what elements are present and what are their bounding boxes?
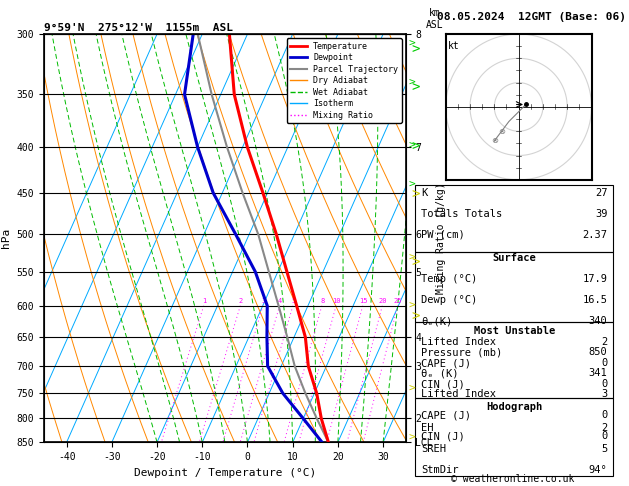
Text: 15: 15 xyxy=(359,298,367,304)
Text: Surface: Surface xyxy=(493,253,536,263)
Text: 08.05.2024  12GMT (Base: 06): 08.05.2024 12GMT (Base: 06) xyxy=(437,12,626,22)
Text: 2: 2 xyxy=(601,337,608,347)
Text: Dewp (°C): Dewp (°C) xyxy=(421,295,477,305)
Text: >: > xyxy=(411,309,420,323)
Text: PW (cm): PW (cm) xyxy=(421,229,465,240)
Text: ⊗: ⊗ xyxy=(498,127,505,136)
Text: 3: 3 xyxy=(601,389,608,399)
Text: 9°59'N  275°12'W  1155m  ASL: 9°59'N 275°12'W 1155m ASL xyxy=(44,23,233,33)
Text: CIN (J): CIN (J) xyxy=(421,379,465,389)
Text: Most Unstable: Most Unstable xyxy=(474,326,555,336)
Text: 850: 850 xyxy=(589,347,608,357)
Text: StmDir: StmDir xyxy=(421,465,459,475)
Text: >: > xyxy=(411,256,420,269)
Text: >: > xyxy=(409,180,415,190)
Text: 5: 5 xyxy=(601,444,608,454)
X-axis label: Dewpoint / Temperature (°C): Dewpoint / Temperature (°C) xyxy=(134,468,316,478)
Text: Totals Totals: Totals Totals xyxy=(421,208,503,219)
Text: >: > xyxy=(409,433,415,442)
Text: © weatheronline.co.uk: © weatheronline.co.uk xyxy=(451,473,574,484)
Text: Hodograph: Hodograph xyxy=(486,402,542,412)
Text: Temp (°C): Temp (°C) xyxy=(421,274,477,284)
Text: 8: 8 xyxy=(320,298,325,304)
Text: 4: 4 xyxy=(278,298,282,304)
Text: 10: 10 xyxy=(332,298,341,304)
Text: >: > xyxy=(409,253,415,262)
Text: 0: 0 xyxy=(601,431,608,441)
Text: K: K xyxy=(421,188,427,198)
Y-axis label: hPa: hPa xyxy=(1,228,11,248)
Text: θₑ (K): θₑ (K) xyxy=(421,368,459,378)
Text: Lifted Index: Lifted Index xyxy=(421,337,496,347)
Bar xyxy=(415,398,613,476)
Text: 341: 341 xyxy=(589,368,608,378)
Text: 0: 0 xyxy=(601,410,608,420)
Bar xyxy=(415,322,613,398)
Text: >: > xyxy=(409,384,415,394)
Text: >: > xyxy=(409,78,415,87)
Text: 27: 27 xyxy=(595,188,608,198)
Text: >: > xyxy=(409,39,415,49)
Text: 340: 340 xyxy=(589,316,608,326)
Text: CIN (J): CIN (J) xyxy=(421,431,465,441)
Text: >: > xyxy=(411,188,420,201)
Text: 39: 39 xyxy=(595,208,608,219)
Text: km
ASL: km ASL xyxy=(426,8,443,30)
Text: Lifted Index: Lifted Index xyxy=(421,389,496,399)
Text: SREH: SREH xyxy=(421,444,446,454)
Legend: Temperature, Dewpoint, Parcel Trajectory, Dry Adiabat, Wet Adiabat, Isotherm, Mi: Temperature, Dewpoint, Parcel Trajectory… xyxy=(287,38,401,123)
Text: >: > xyxy=(411,81,420,94)
Text: Pressure (mb): Pressure (mb) xyxy=(421,347,503,357)
Text: >: > xyxy=(409,141,415,151)
Text: ⊗: ⊗ xyxy=(491,137,498,145)
Text: 16.5: 16.5 xyxy=(582,295,608,305)
Text: >: > xyxy=(411,139,420,153)
Y-axis label: Mixing Ratio (g/kg): Mixing Ratio (g/kg) xyxy=(436,182,446,294)
Text: 2: 2 xyxy=(238,298,243,304)
Text: 3: 3 xyxy=(261,298,265,304)
Text: 0: 0 xyxy=(601,358,608,368)
Text: 0: 0 xyxy=(601,379,608,389)
Text: 1: 1 xyxy=(202,298,206,304)
Text: 2: 2 xyxy=(601,423,608,433)
Bar xyxy=(415,252,613,322)
Text: CAPE (J): CAPE (J) xyxy=(421,358,471,368)
Text: >: > xyxy=(411,42,420,55)
Text: 2.37: 2.37 xyxy=(582,229,608,240)
Text: kt: kt xyxy=(448,41,460,52)
Text: EH: EH xyxy=(421,423,433,433)
Text: 17.9: 17.9 xyxy=(582,274,608,284)
Text: 94°: 94° xyxy=(589,465,608,475)
Bar xyxy=(415,185,613,252)
Text: 5: 5 xyxy=(291,298,296,304)
Text: >: > xyxy=(409,301,415,311)
Text: 20: 20 xyxy=(379,298,387,304)
Text: 25: 25 xyxy=(394,298,403,304)
Text: θₑ(K): θₑ(K) xyxy=(421,316,452,326)
Text: CAPE (J): CAPE (J) xyxy=(421,410,471,420)
